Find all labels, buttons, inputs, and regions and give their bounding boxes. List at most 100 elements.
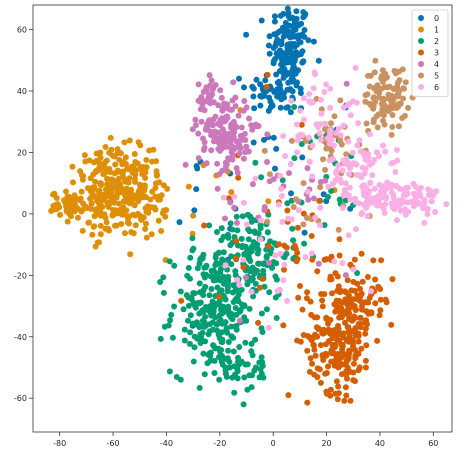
data-point <box>315 260 322 267</box>
data-point <box>206 321 213 328</box>
data-point <box>198 96 205 102</box>
data-point <box>276 28 283 35</box>
data-point <box>284 104 291 111</box>
data-point <box>245 236 252 243</box>
data-point <box>323 145 330 152</box>
data-point <box>314 333 321 340</box>
data-point <box>241 84 247 91</box>
legend-label-0: 0 <box>434 14 439 23</box>
data-point <box>126 213 133 220</box>
data-point <box>285 59 292 66</box>
data-point <box>421 199 428 206</box>
data-point <box>280 277 287 284</box>
data-point <box>192 116 199 123</box>
data-point <box>358 290 365 297</box>
data-point <box>176 219 183 226</box>
data-point <box>73 196 80 203</box>
data-point <box>231 389 238 396</box>
data-point <box>301 240 308 247</box>
data-point <box>388 200 395 207</box>
data-point <box>121 159 128 166</box>
data-point <box>53 195 60 202</box>
data-point <box>310 85 317 92</box>
data-point <box>293 8 300 15</box>
data-point <box>343 80 350 87</box>
data-point <box>131 202 138 209</box>
data-point <box>318 110 325 117</box>
data-point <box>158 228 165 234</box>
data-point <box>304 399 311 406</box>
data-point <box>378 257 385 264</box>
data-point <box>250 93 257 100</box>
data-point <box>388 131 395 138</box>
data-point <box>326 157 333 164</box>
data-point <box>389 112 396 118</box>
y-tick-label: 60 <box>17 26 27 35</box>
data-point <box>97 164 104 170</box>
data-point <box>402 79 409 86</box>
data-point <box>319 303 326 310</box>
data-point <box>116 156 123 163</box>
data-point <box>204 360 211 367</box>
data-point <box>143 157 150 163</box>
data-point <box>153 172 160 179</box>
data-point <box>389 276 396 283</box>
data-point <box>295 294 302 301</box>
data-point <box>168 311 175 318</box>
data-point <box>142 226 149 232</box>
data-point <box>128 167 135 174</box>
data-point <box>219 126 226 133</box>
data-point <box>266 171 273 178</box>
data-point <box>217 147 223 154</box>
data-point <box>270 45 277 51</box>
data-point <box>246 115 252 122</box>
data-point <box>364 274 371 280</box>
data-point <box>221 100 228 107</box>
data-point <box>224 105 231 112</box>
data-point <box>111 199 118 206</box>
data-point <box>258 354 265 361</box>
legend-label-2: 2 <box>434 37 439 46</box>
data-point <box>380 205 387 212</box>
data-point <box>311 371 318 378</box>
data-point <box>232 103 239 110</box>
data-point <box>414 199 421 206</box>
data-point <box>287 161 294 167</box>
data-point <box>273 50 280 57</box>
data-point <box>218 306 224 313</box>
data-point <box>281 261 288 268</box>
data-point <box>318 291 325 297</box>
data-point <box>114 146 121 153</box>
data-point <box>241 374 248 381</box>
data-point <box>316 197 323 204</box>
data-point <box>327 104 334 111</box>
data-point <box>199 101 206 108</box>
legend: 0 1 2 3 4 5 6 <box>411 9 449 97</box>
data-point <box>335 162 342 169</box>
data-point <box>277 104 284 111</box>
data-point <box>232 268 239 275</box>
data-point <box>366 294 373 301</box>
data-point <box>344 324 351 331</box>
data-point <box>277 12 284 19</box>
data-point <box>107 134 114 141</box>
data-point <box>332 361 339 368</box>
data-point <box>206 292 213 299</box>
data-point <box>353 161 360 168</box>
data-point <box>171 262 178 269</box>
data-point <box>152 193 159 200</box>
data-point <box>325 194 331 200</box>
data-point <box>234 276 241 283</box>
data-point <box>191 207 198 214</box>
data-point <box>316 130 323 136</box>
data-point <box>231 129 238 136</box>
data-point <box>126 137 133 144</box>
data-point <box>274 89 281 96</box>
data-point <box>309 256 316 263</box>
data-point <box>234 227 241 234</box>
data-point <box>383 299 390 306</box>
data-point <box>339 167 346 174</box>
data-point <box>261 204 268 210</box>
data-point <box>100 193 107 199</box>
data-point <box>248 218 255 225</box>
